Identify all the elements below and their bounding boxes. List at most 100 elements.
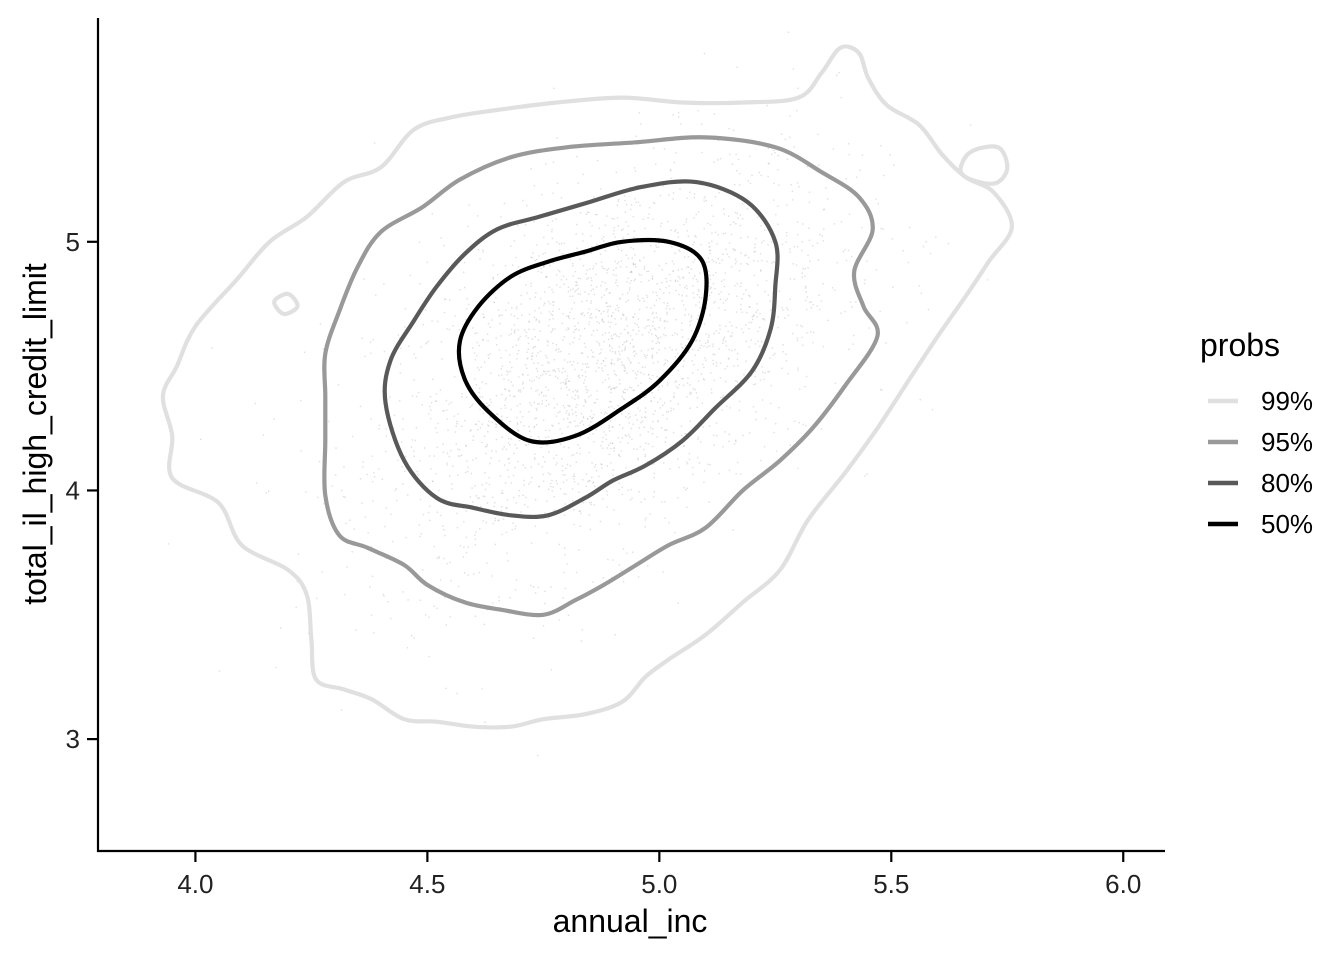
data-point <box>575 289 577 291</box>
data-point <box>514 525 517 527</box>
data-point <box>532 252 534 254</box>
data-point <box>555 464 557 466</box>
data-point <box>535 367 538 370</box>
data-point <box>907 261 910 264</box>
data-point <box>673 263 675 265</box>
data-point <box>507 379 510 381</box>
data-point <box>686 461 688 463</box>
data-point <box>372 339 374 341</box>
data-point <box>601 238 603 240</box>
data-point <box>626 266 628 268</box>
data-point <box>407 494 409 496</box>
data-point <box>586 299 588 302</box>
data-point <box>437 422 439 425</box>
data-point <box>535 318 538 320</box>
data-point <box>713 434 715 436</box>
data-point <box>566 375 569 377</box>
data-point <box>494 520 496 522</box>
data-point <box>543 371 546 373</box>
data-point <box>674 356 677 358</box>
data-point <box>500 357 502 359</box>
data-point <box>657 237 660 239</box>
data-point <box>595 370 597 372</box>
data-point <box>600 445 602 447</box>
data-point <box>581 313 583 316</box>
data-point <box>410 446 413 448</box>
data-point <box>465 445 467 447</box>
data-point <box>702 378 705 380</box>
data-point <box>635 201 637 203</box>
data-point <box>600 412 603 414</box>
data-point <box>669 169 671 171</box>
data-point <box>690 319 692 322</box>
data-point <box>513 315 516 317</box>
data-point <box>600 352 602 354</box>
data-point <box>746 311 748 314</box>
data-point <box>523 234 526 237</box>
data-point <box>510 381 512 383</box>
data-point <box>787 309 789 311</box>
data-point <box>355 629 357 631</box>
data-point <box>742 218 744 220</box>
data-point <box>505 531 508 534</box>
data-point <box>425 343 427 345</box>
data-point <box>465 471 467 474</box>
data-point <box>344 594 346 596</box>
data-point <box>691 360 693 362</box>
data-point <box>583 327 586 330</box>
data-point <box>718 307 720 309</box>
data-point <box>697 349 699 351</box>
data-point <box>618 488 620 491</box>
data-point <box>547 341 549 343</box>
data-point <box>568 412 570 415</box>
data-point <box>515 344 517 347</box>
data-point <box>639 398 641 400</box>
data-point <box>621 249 623 252</box>
data-point <box>534 336 536 338</box>
data-point <box>674 531 676 534</box>
data-point <box>816 242 819 244</box>
data-point <box>626 552 628 555</box>
data-point <box>685 218 688 220</box>
data-point <box>444 298 446 300</box>
data-point <box>711 392 713 394</box>
data-point <box>655 244 657 246</box>
data-point <box>615 308 617 311</box>
data-point <box>644 455 646 458</box>
data-point <box>823 209 825 211</box>
data-point <box>590 349 593 351</box>
data-point <box>630 270 632 273</box>
data-point <box>607 311 609 313</box>
data-point <box>535 390 537 392</box>
data-point <box>719 396 722 399</box>
data-point <box>361 502 363 504</box>
data-point <box>805 308 808 311</box>
data-point <box>539 330 541 332</box>
data-point <box>550 331 552 333</box>
data-point <box>553 301 555 303</box>
data-point <box>436 446 438 449</box>
axes <box>96 18 1165 853</box>
data-point <box>482 495 484 497</box>
data-point <box>518 389 520 391</box>
data-point <box>669 468 671 470</box>
data-point <box>546 500 548 502</box>
data-point <box>611 442 614 444</box>
data-point <box>573 478 575 480</box>
data-point <box>475 531 477 533</box>
data-point <box>546 370 548 373</box>
data-point <box>585 485 587 487</box>
data-point <box>587 356 589 358</box>
data-point <box>584 399 586 401</box>
data-point <box>632 316 635 319</box>
data-point <box>655 334 657 336</box>
data-point <box>500 510 503 512</box>
data-point <box>754 383 757 385</box>
data-point <box>494 423 497 425</box>
data-point <box>385 507 387 509</box>
data-point <box>561 458 563 460</box>
data-point <box>522 199 524 202</box>
data-point <box>413 637 415 639</box>
data-point <box>518 495 520 497</box>
data-point <box>609 292 611 294</box>
